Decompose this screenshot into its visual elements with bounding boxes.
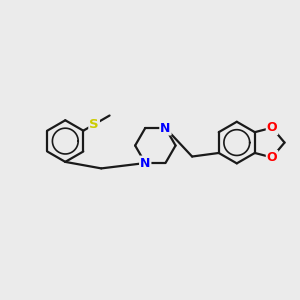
- Text: O: O: [267, 121, 278, 134]
- Text: S: S: [89, 118, 99, 131]
- Text: O: O: [267, 151, 278, 164]
- Text: N: N: [160, 122, 171, 134]
- Text: N: N: [140, 157, 150, 169]
